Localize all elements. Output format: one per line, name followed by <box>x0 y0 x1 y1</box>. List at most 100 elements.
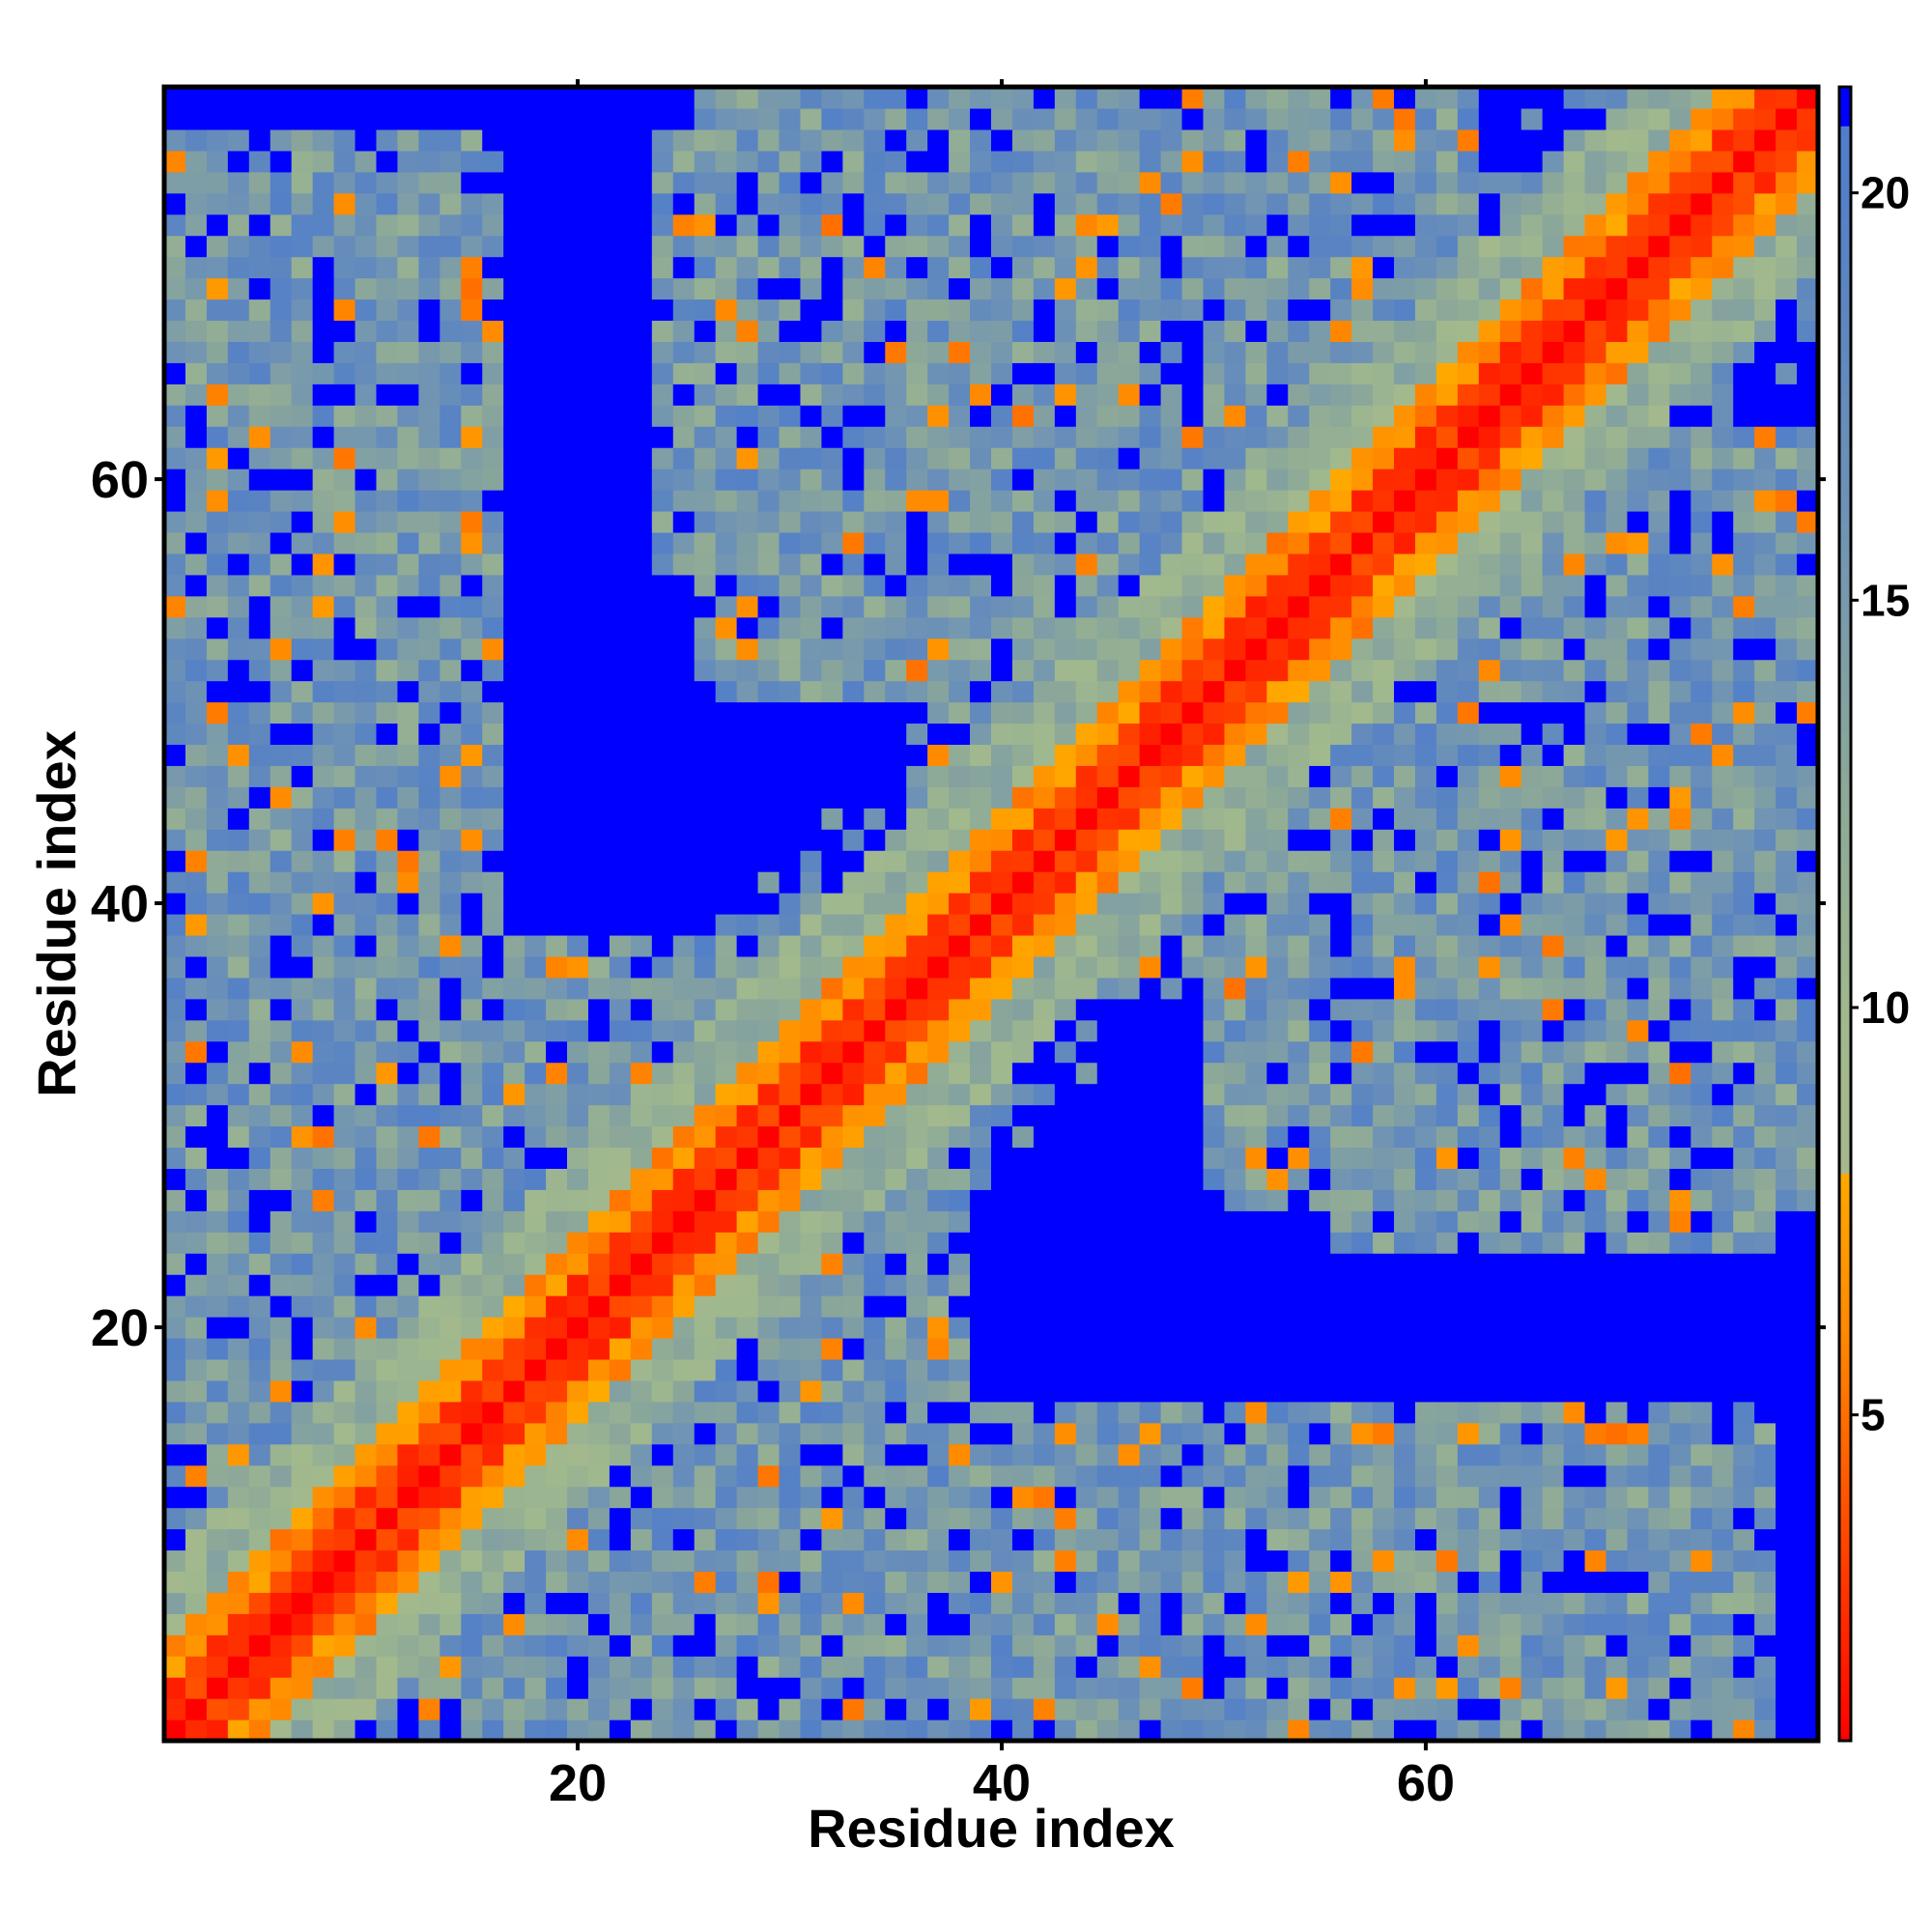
heatmap-cell <box>672 786 696 809</box>
heatmap-cell <box>164 490 186 512</box>
heatmap-cell <box>864 341 886 363</box>
heatmap-cell <box>800 786 823 809</box>
heatmap-cell <box>1394 1083 1416 1106</box>
heatmap-cell <box>1288 1677 1310 1699</box>
heatmap-cell <box>1224 553 1246 576</box>
heatmap-cell <box>1224 298 1246 322</box>
heatmap-cell <box>1394 955 1416 979</box>
heatmap-cell <box>1499 171 1522 194</box>
heatmap-cell <box>587 1210 611 1233</box>
heatmap-cell <box>461 786 483 809</box>
heatmap-cell <box>800 405 823 427</box>
heatmap-cell <box>1499 1592 1522 1614</box>
heatmap-cell <box>482 107 504 130</box>
heatmap-cell <box>185 1147 208 1169</box>
heatmap-cell <box>376 829 399 851</box>
heatmap-cell <box>270 595 293 618</box>
heatmap-cell <box>525 1358 547 1381</box>
heatmap-cell <box>1203 744 1226 766</box>
heatmap-cell <box>312 405 335 427</box>
heatmap-cell <box>291 1571 314 1593</box>
heatmap-cell <box>440 341 462 363</box>
heatmap-cell <box>1054 616 1077 639</box>
heatmap-cell <box>1435 914 1459 936</box>
heatmap-cell <box>206 595 229 618</box>
heatmap-cell <box>164 531 186 554</box>
heatmap-cell <box>503 1232 526 1254</box>
heatmap-cell <box>1478 1443 1501 1466</box>
heatmap-cell <box>1203 1168 1226 1190</box>
heatmap-cell <box>440 1571 462 1593</box>
heatmap-cell <box>185 1083 208 1106</box>
heatmap-cell <box>630 850 653 872</box>
heatmap-cell <box>461 1422 483 1445</box>
heatmap-cell <box>376 1379 399 1403</box>
heatmap-cell <box>1266 574 1289 597</box>
heatmap-cell <box>587 765 611 787</box>
heatmap-cell <box>333 1592 356 1614</box>
heatmap-cell <box>970 659 992 682</box>
heatmap-cell <box>800 1528 823 1551</box>
heatmap-cell <box>270 256 293 279</box>
heatmap-cell <box>821 850 843 872</box>
heatmap-cell <box>1351 638 1374 661</box>
heatmap-cell <box>1478 1358 1501 1381</box>
heatmap-cell <box>503 298 526 322</box>
heatmap-cell <box>376 1677 399 1699</box>
heatmap-cell <box>248 934 271 957</box>
heatmap-cell <box>1181 934 1205 957</box>
heatmap-cell <box>609 107 632 130</box>
heatmap-cell <box>842 553 865 576</box>
heatmap-cell <box>949 490 971 512</box>
heatmap-cell <box>1499 1422 1522 1445</box>
heatmap-cell <box>885 426 907 448</box>
heatmap-cell <box>312 786 335 809</box>
heatmap-cell <box>185 1719 208 1742</box>
heatmap-cell <box>418 1677 440 1699</box>
heatmap-cell <box>227 1062 250 1085</box>
heatmap-cell <box>842 723 865 746</box>
heatmap-cell <box>546 1719 568 1742</box>
heatmap-cell <box>1139 765 1162 787</box>
heatmap-cell <box>1096 1677 1120 1699</box>
heatmap-cell <box>525 1168 547 1190</box>
heatmap-cell <box>440 616 462 639</box>
heatmap-cell <box>1309 723 1331 746</box>
heatmap-cell <box>1181 1677 1205 1699</box>
heatmap-cell <box>757 298 781 322</box>
heatmap-cell <box>630 744 653 766</box>
heatmap-cell <box>1033 616 1056 639</box>
heatmap-cell <box>1499 1104 1522 1127</box>
heatmap-cell <box>927 426 950 448</box>
heatmap-cell <box>1118 1232 1141 1254</box>
heatmap-cell <box>1351 1528 1374 1551</box>
heatmap-cell <box>1435 213 1459 237</box>
heatmap-cell <box>1478 765 1501 787</box>
heatmap-cell <box>418 341 440 363</box>
heatmap-cell <box>1075 469 1098 491</box>
heatmap-cell <box>270 977 293 1000</box>
heatmap-cell <box>227 955 250 979</box>
heatmap-cell <box>1224 659 1246 682</box>
heatmap-cell <box>1288 490 1310 512</box>
heatmap-cell <box>1457 1083 1480 1106</box>
heatmap-cell <box>248 150 271 173</box>
heatmap-cell <box>1181 1337 1205 1360</box>
heatmap-cell <box>1414 277 1437 300</box>
heatmap-cell <box>503 362 526 384</box>
heatmap-cell <box>779 1040 802 1064</box>
heatmap-cell <box>355 1464 378 1488</box>
heatmap-cell <box>651 426 674 448</box>
heatmap-cell <box>1181 128 1205 152</box>
heatmap-cell <box>779 171 802 194</box>
heatmap-cell <box>885 1528 907 1551</box>
heatmap-cell <box>1118 1613 1141 1635</box>
heatmap-cell <box>1011 871 1035 894</box>
heatmap-cell <box>1478 1592 1501 1614</box>
heatmap-cell <box>440 256 462 279</box>
heatmap-cell <box>333 1019 356 1042</box>
heatmap-cell <box>1118 531 1141 554</box>
heatmap-cell <box>440 1358 462 1381</box>
heatmap-cell <box>1414 765 1437 787</box>
heatmap-cell <box>312 977 335 1000</box>
